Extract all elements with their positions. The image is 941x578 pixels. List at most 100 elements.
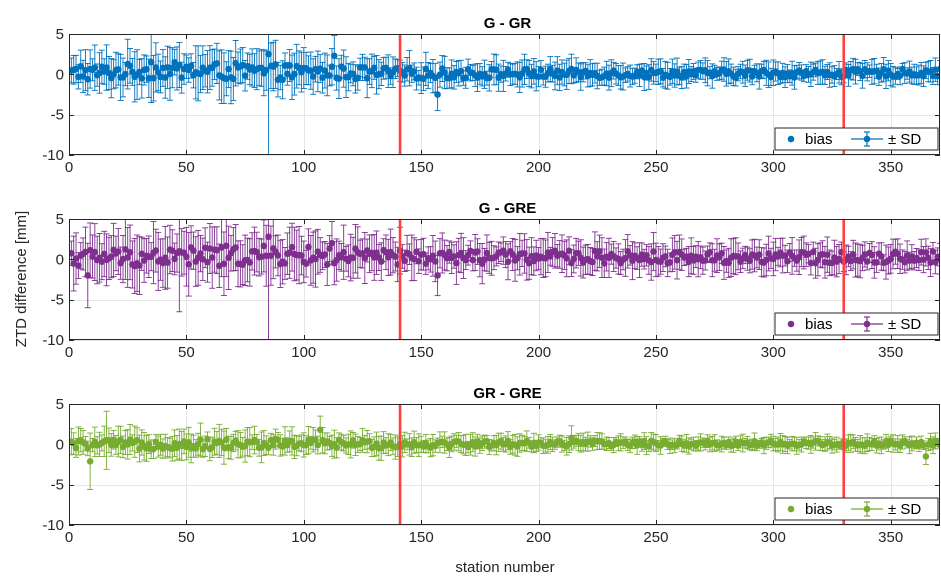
- bias-point: [312, 255, 319, 263]
- bias-point: [230, 75, 237, 83]
- bias-point: [784, 257, 791, 265]
- x-tick-label: 350: [878, 529, 903, 546]
- bias-point: [666, 259, 674, 266]
- bias-point: [349, 254, 357, 262]
- bias-point: [446, 248, 453, 256]
- bias-point: [894, 250, 902, 257]
- bias-point: [75, 262, 82, 269]
- bias-point: [77, 62, 85, 70]
- bias-point: [643, 251, 650, 259]
- bias-point: [795, 253, 803, 261]
- y-tick-label: 0: [56, 251, 64, 268]
- bias-point: [197, 70, 204, 78]
- bias-point: [208, 254, 216, 261]
- bias-point: [150, 74, 157, 82]
- bias-point: [434, 91, 441, 98]
- bias-point: [176, 61, 183, 69]
- chart-title: G - GRE: [479, 200, 537, 217]
- bias-point: [124, 254, 131, 261]
- bias-point: [645, 73, 653, 81]
- bias-point: [253, 438, 261, 446]
- bias-point: [504, 437, 512, 445]
- bias-point: [225, 65, 232, 73]
- bias-point: [241, 72, 249, 79]
- x-tick-label: 200: [526, 159, 551, 176]
- bias-point: [701, 257, 709, 264]
- legend-marker-bias: [787, 320, 795, 328]
- bias-point: [253, 248, 261, 256]
- bias-point: [492, 66, 500, 74]
- bias-point: [671, 248, 679, 256]
- bias-point: [161, 74, 169, 81]
- bias-point: [340, 65, 347, 72]
- chart-title: G - GR: [484, 15, 532, 32]
- bias-point: [312, 436, 319, 444]
- bias-point: [483, 437, 491, 445]
- x-tick-label: 250: [643, 344, 668, 361]
- axes-box: [69, 404, 940, 525]
- bias-point: [361, 64, 369, 71]
- bias-point: [429, 252, 437, 260]
- bias-point: [220, 444, 228, 451]
- bias-point: [328, 63, 336, 71]
- bias-point: [873, 259, 880, 266]
- bias-point: [370, 64, 378, 72]
- bias-point: [431, 74, 439, 82]
- legend-label-sd: ± SD: [888, 316, 921, 333]
- bias-point: [366, 437, 373, 445]
- bias-point: [187, 62, 195, 70]
- bias-point: [535, 73, 542, 80]
- axes-box: [69, 34, 940, 155]
- bias-point: [509, 251, 517, 258]
- bias-point: [824, 251, 831, 258]
- x-tick-label: 0: [65, 529, 73, 546]
- y-tick-label: -5: [51, 107, 64, 124]
- legend-label-bias: bias: [805, 316, 833, 333]
- bias-point: [650, 248, 657, 255]
- bias-point: [302, 260, 310, 267]
- bias-point: [410, 68, 418, 75]
- x-tick-label: 100: [291, 159, 316, 176]
- y-tick-label: -10: [42, 332, 64, 349]
- bias-point: [281, 62, 289, 69]
- legend-label-bias: bias: [805, 131, 833, 148]
- bias-point: [422, 260, 430, 268]
- bias-point: [450, 74, 458, 81]
- legend-label-bias: bias: [805, 501, 833, 518]
- chart-title: GR - GRE: [473, 385, 541, 402]
- bias-point: [86, 457, 94, 465]
- x-tick-label: 350: [878, 159, 903, 176]
- bias-point: [563, 255, 571, 262]
- bias-point: [126, 249, 134, 256]
- legend: bias ± SD: [774, 127, 939, 151]
- x-tick-label: 300: [761, 159, 786, 176]
- x-tick-label: 150: [409, 159, 434, 176]
- bias-point: [267, 252, 275, 259]
- bias-point: [377, 70, 385, 78]
- bias-point: [222, 436, 230, 443]
- bias-point: [922, 249, 930, 256]
- series-bias: [69, 410, 940, 490]
- bias-point: [645, 442, 653, 450]
- bias-point: [103, 64, 110, 71]
- x-tick-label: 200: [526, 529, 551, 546]
- bias-point: [122, 70, 129, 78]
- bias-point: [922, 453, 930, 460]
- bias-point: [868, 251, 876, 259]
- x-tick-label: 100: [291, 344, 316, 361]
- legend-marker-bias: [787, 135, 795, 143]
- bias-point: [171, 255, 178, 263]
- bias-point: [657, 67, 664, 75]
- x-tick-label: 300: [761, 344, 786, 361]
- bias-point: [401, 72, 409, 79]
- bias-point: [84, 445, 92, 452]
- bias-point: [284, 70, 291, 78]
- y-tick-label: -5: [51, 292, 64, 309]
- bias-point: [361, 254, 369, 262]
- bias-point: [326, 245, 333, 252]
- series-bias: [69, 219, 940, 340]
- bias-point: [485, 74, 493, 82]
- bias-point: [673, 256, 681, 264]
- x-tick-label: 250: [643, 529, 668, 546]
- bias-point: [849, 251, 857, 258]
